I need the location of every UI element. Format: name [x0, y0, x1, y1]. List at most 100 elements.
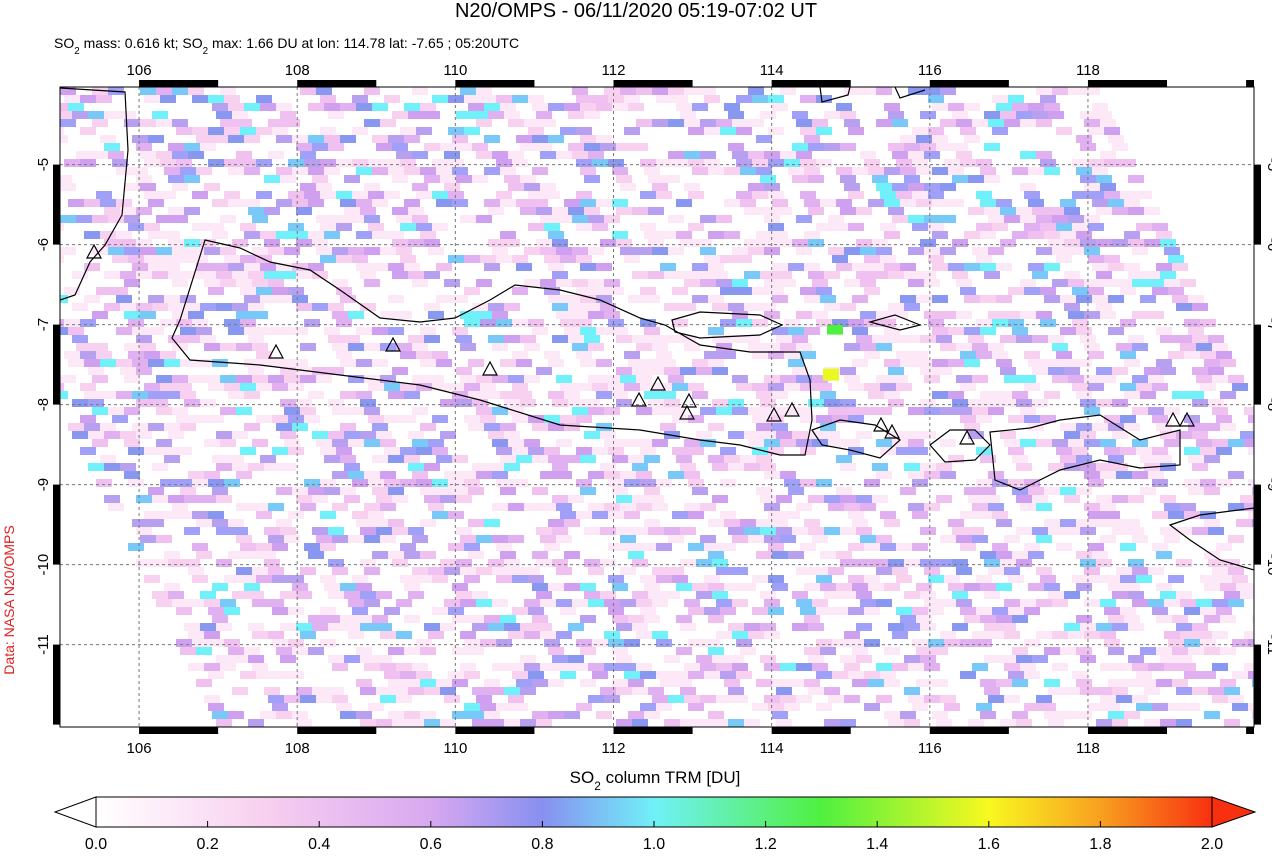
so2-pixel [548, 103, 564, 111]
so2-pixel [1084, 279, 1100, 287]
so2-pixel [1036, 631, 1052, 639]
so2-pixel [776, 335, 792, 343]
so2-pixel [1064, 495, 1080, 503]
colorbar-tick-label: 0.2 [196, 836, 218, 853]
so2-pixel [1048, 239, 1064, 247]
so2-pixel [264, 687, 280, 695]
so2-pixel [128, 543, 144, 551]
so2-pixel [260, 359, 276, 367]
so2-pixel [584, 207, 600, 215]
so2-pixel [1048, 111, 1064, 119]
so2-pixel [604, 87, 620, 95]
so2-pixel [1020, 311, 1036, 319]
so2-pixel [456, 335, 472, 343]
so2-pixel [544, 447, 560, 455]
so2-pixel [1012, 455, 1028, 463]
so2-pixel [900, 615, 916, 623]
so2-pixel [268, 695, 284, 703]
so2-pixel [788, 487, 804, 495]
so2-pixel [988, 567, 1004, 575]
so2-pixel [860, 311, 876, 319]
so2-pixel [116, 391, 132, 399]
so2-pixel [1100, 183, 1116, 191]
so2-pixel [608, 639, 624, 647]
so2-pixel [800, 351, 816, 359]
so2-pixel [1176, 431, 1192, 439]
so2-pixel [720, 543, 736, 551]
so2-pixel [688, 511, 704, 519]
so2-pixel [656, 639, 672, 647]
so2-pixel [476, 567, 492, 575]
so2-pixel [1032, 655, 1048, 663]
so2-pixel [1128, 495, 1144, 503]
so2-pixel [464, 319, 480, 327]
so2-pixel [104, 303, 120, 311]
so2-pixel [1188, 295, 1204, 303]
so2-pixel [756, 487, 772, 495]
so2-pixel [560, 383, 576, 391]
so2-pixel [532, 103, 548, 111]
so2-pixel [244, 327, 260, 335]
so2-pixel [588, 343, 604, 351]
so2-pixel [908, 151, 924, 159]
so2-pixel [564, 103, 580, 111]
so2-pixel [416, 127, 432, 135]
so2-pixel [680, 367, 696, 375]
so2-pixel [200, 303, 216, 311]
so2-pixel [172, 503, 188, 511]
so2-pixel [308, 391, 324, 399]
so2-pixel [308, 487, 324, 495]
so2-pixel [636, 663, 652, 671]
so2-pixel [524, 439, 540, 447]
volcano [1178, 411, 1196, 427]
so2-pixel [892, 375, 908, 383]
so2-pixel [256, 543, 272, 551]
so2-pixel [1004, 599, 1020, 607]
lon-tick-label: 110 [443, 740, 467, 757]
so2-pixel [180, 359, 196, 367]
so2-pixel [172, 247, 188, 255]
so2-pixel [1100, 695, 1116, 703]
so2-pixel [476, 119, 492, 127]
so2-pixel [144, 191, 160, 199]
so2-pixel [888, 303, 904, 311]
so2-pixel [84, 359, 100, 367]
so2-pixel [60, 103, 68, 111]
so2-pixel [164, 295, 180, 303]
so2-pixel [824, 431, 840, 439]
so2-pixel [1152, 383, 1168, 391]
so2-pixel [668, 119, 684, 127]
so2-pixel [364, 215, 380, 223]
frame-bar [53, 164, 60, 245]
so2-pixel [136, 303, 152, 311]
so2-pixel [648, 591, 664, 599]
so2-pixel [120, 463, 136, 471]
so2-pixel [324, 103, 340, 111]
so2-pixel [280, 399, 296, 407]
so2-pixel [692, 487, 708, 495]
so2-pixel [0, 167, 4, 175]
so2-pixel [240, 127, 256, 135]
lon-tick-label: 114 [760, 62, 784, 79]
so2-pixel [192, 479, 208, 487]
so2-pixel [424, 111, 440, 119]
so2-pixel [496, 319, 512, 327]
so2-pixel [876, 247, 892, 255]
so2-pixel [608, 479, 624, 487]
so2-pixel [260, 327, 276, 335]
so2-pixel [228, 199, 244, 207]
so2-pixel [1176, 655, 1192, 663]
so2-pixel [520, 207, 536, 215]
so2-pixel [800, 479, 816, 487]
so2-pixel [704, 607, 720, 615]
so2-pixel [1088, 703, 1104, 711]
so2-pixel [664, 591, 680, 599]
so2-pixel [688, 671, 704, 679]
so2-pixel [952, 591, 968, 599]
so2-pixel [704, 159, 720, 167]
so2-pixel [1084, 375, 1100, 383]
so2-pixel [888, 143, 904, 151]
so2-pixel [988, 311, 1004, 319]
so2-pixel [96, 191, 112, 199]
so2-pixel [1228, 439, 1244, 447]
